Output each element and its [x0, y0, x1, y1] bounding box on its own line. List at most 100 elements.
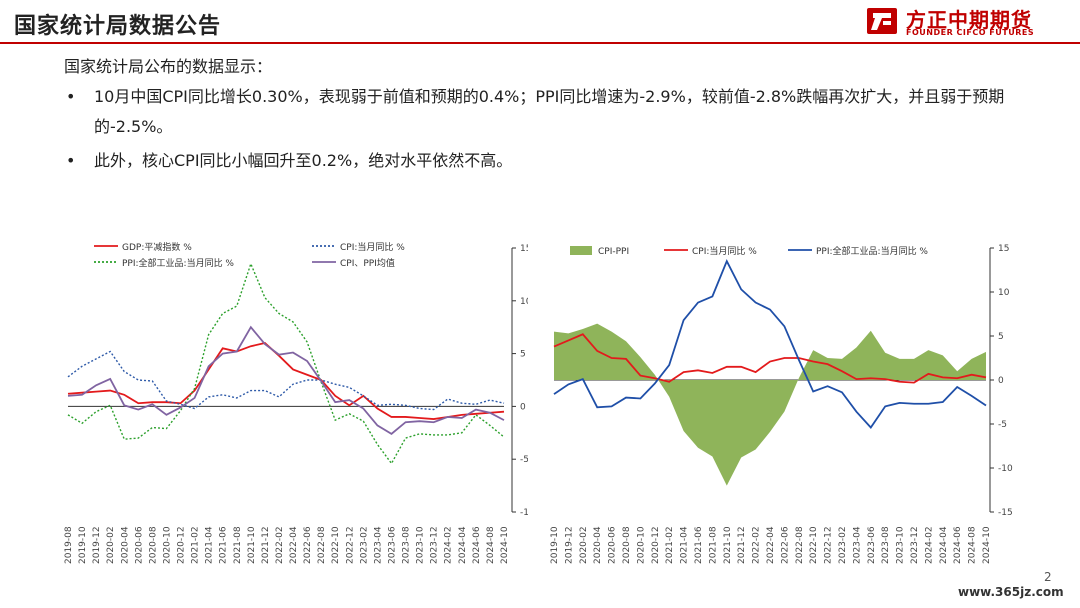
- x-tick-label: 2021-02: [665, 526, 675, 564]
- logo-icon: [867, 8, 897, 34]
- x-tick-label: 2019-12: [92, 526, 102, 564]
- series-line: [553, 333, 987, 384]
- site-watermark: www.365jz.com: [958, 585, 1064, 599]
- series-line: [67, 261, 505, 465]
- y-tick-label: 0: [520, 402, 526, 412]
- x-tick-label: 2023-12: [910, 526, 920, 564]
- series-line: [67, 342, 505, 420]
- x-tick-label: 2022-02: [752, 526, 762, 564]
- x-tick-label: 2022-06: [780, 526, 790, 564]
- y-tick-label: 15: [520, 244, 528, 254]
- company-logo: 方正中期期货 FOUNDER CIFCO FUTURES: [866, 3, 1076, 41]
- x-tick-label: 2020-06: [134, 526, 144, 564]
- x-tick-label: 2022-12: [345, 526, 355, 564]
- x-tick-label: 2022-12: [824, 526, 834, 564]
- y-tick-label: 15: [998, 244, 1009, 254]
- x-tick-label: 2020-06: [608, 526, 618, 564]
- x-tick-label: 2023-12: [430, 526, 440, 564]
- x-tick-label: 2022-10: [809, 526, 819, 564]
- y-tick-label: 10: [520, 297, 528, 307]
- series-line: [553, 259, 987, 429]
- x-tick-label: 2022-08: [317, 526, 327, 564]
- logo-text-en: FOUNDER CIFCO FUTURES: [906, 28, 1035, 37]
- bullet-icon: •: [66, 151, 76, 170]
- x-tick-label: 2024-06: [953, 526, 963, 564]
- x-tick-label: 2022-04: [766, 526, 776, 564]
- x-tick-label: 2024-04: [458, 526, 468, 564]
- series-line: [67, 325, 505, 435]
- x-tick-label: 2020-12: [177, 526, 187, 564]
- legend-label: CPI:当月同比 %: [340, 241, 405, 253]
- legend-swatch: [570, 246, 592, 255]
- x-tick-label: 2021-08: [233, 526, 243, 564]
- x-tick-label: 2021-10: [247, 526, 257, 564]
- x-tick-label: 2024-10: [500, 526, 510, 564]
- chart-left: -10 -5 0 5 10 15 2019-08 2019-10 2019-12 2020-02 2…: [64, 241, 528, 564]
- y-tick-label: -15: [998, 508, 1013, 518]
- bullet-item: • 10月中国CPI同比增长0.30%，表现弱于前值和预期的0.4%；PPI同比…: [64, 82, 1044, 142]
- x-tick-label: 2021-12: [261, 526, 271, 564]
- body-text: 国家统计局公布的数据显示： • 10月中国CPI同比增长0.30%，表现弱于前值…: [64, 52, 1044, 176]
- legend-label: PPI:全部工业品:当月同比 %: [816, 245, 928, 257]
- page-title: 国家统计局数据公告: [14, 14, 222, 39]
- x-tick-label: 2020-12: [651, 526, 661, 564]
- x-tick-label: 2022-10: [331, 526, 341, 564]
- x-tick-label: 2019-10: [78, 526, 88, 564]
- logo-text-cn: 方正中期期货: [906, 8, 1032, 32]
- x-tick-label: 2020-10: [162, 526, 172, 564]
- x-tick-label: 2021-02: [191, 526, 201, 564]
- x-tick-label: 2020-02: [106, 526, 116, 564]
- x-tick-label: 2023-06: [387, 526, 397, 564]
- x-tick-label: 2024-04: [939, 526, 949, 564]
- legend-label: CPI、PPI均值: [340, 257, 395, 269]
- bullet-text: 10月中国CPI同比增长0.30%，表现弱于前值和预期的0.4%；PPI同比增速…: [94, 87, 1005, 136]
- page-number: 2: [1044, 570, 1052, 584]
- x-tick-label: 2022-04: [289, 526, 299, 564]
- x-tick-label: 2020-04: [593, 526, 603, 564]
- x-tick-label: 2024-10: [982, 526, 992, 564]
- x-tick-label: 2024-02: [924, 526, 934, 564]
- x-tick-label: 2023-02: [359, 526, 369, 564]
- legend-label: GDP:平减指数 %: [122, 241, 192, 253]
- x-tick-label: 2020-08: [622, 526, 632, 564]
- y-tick-label: -10: [998, 464, 1013, 474]
- intro-text: 国家统计局公布的数据显示：: [64, 57, 273, 76]
- x-tick-label: 2023-10: [896, 526, 906, 564]
- x-tick-label: 2023-06: [867, 526, 877, 564]
- x-tick-label: 2019-12: [564, 526, 574, 564]
- chart-right: -15 -10 -5 0 5 10 15 2019-10 2019-12 2020-02 2020-…: [550, 244, 1013, 564]
- x-tick-label: 2024-02: [444, 526, 454, 564]
- y-tick-label: 5: [998, 332, 1004, 342]
- x-tick-label: 2023-02: [838, 526, 848, 564]
- x-tick-label: 2024-08: [968, 526, 978, 564]
- x-tick-label: 2023-08: [402, 526, 412, 564]
- x-tick-label: 2023-08: [881, 526, 891, 564]
- x-tick-label: 2020-02: [579, 526, 589, 564]
- x-tick-label: 2021-06: [694, 526, 704, 564]
- y-tick-label: -5: [520, 455, 528, 465]
- x-tick-label: 2023-04: [852, 526, 862, 564]
- x-tick-label: 2020-10: [636, 526, 646, 564]
- x-tick-label: 2021-06: [219, 526, 229, 564]
- y-tick-label: 5: [520, 350, 526, 360]
- y-tick-label: 0: [998, 376, 1004, 386]
- x-tick-label: 2023-10: [416, 526, 426, 564]
- y-tick-label: 10: [998, 288, 1010, 298]
- x-tick-label: 2022-02: [275, 526, 285, 564]
- title-divider: [0, 42, 1080, 44]
- legend-label: CPI:当月同比 %: [692, 245, 757, 257]
- x-tick-label: 2022-08: [795, 526, 805, 564]
- y-tick-label: -5: [998, 420, 1007, 430]
- x-tick-label: 2022-06: [303, 526, 313, 564]
- x-tick-label: 2024-06: [472, 526, 482, 564]
- legend-label: PPI:全部工业品:当月同比 %: [122, 257, 234, 269]
- bullet-text: 此外，核心CPI同比小幅回升至0.2%，绝对水平依然不高。: [94, 151, 513, 170]
- header: 国家统计局数据公告 方正中期期货 FOUNDER CIFCO FUTURES: [0, 0, 1080, 44]
- x-tick-label: 2021-08: [708, 526, 718, 564]
- legend-label: CPI-PPI: [598, 247, 629, 257]
- x-tick-label: 2024-08: [486, 526, 496, 564]
- x-tick-label: 2021-12: [737, 526, 747, 564]
- series-line: [67, 350, 505, 411]
- y-tick-label: -10: [520, 508, 528, 518]
- series-area: [554, 323, 986, 486]
